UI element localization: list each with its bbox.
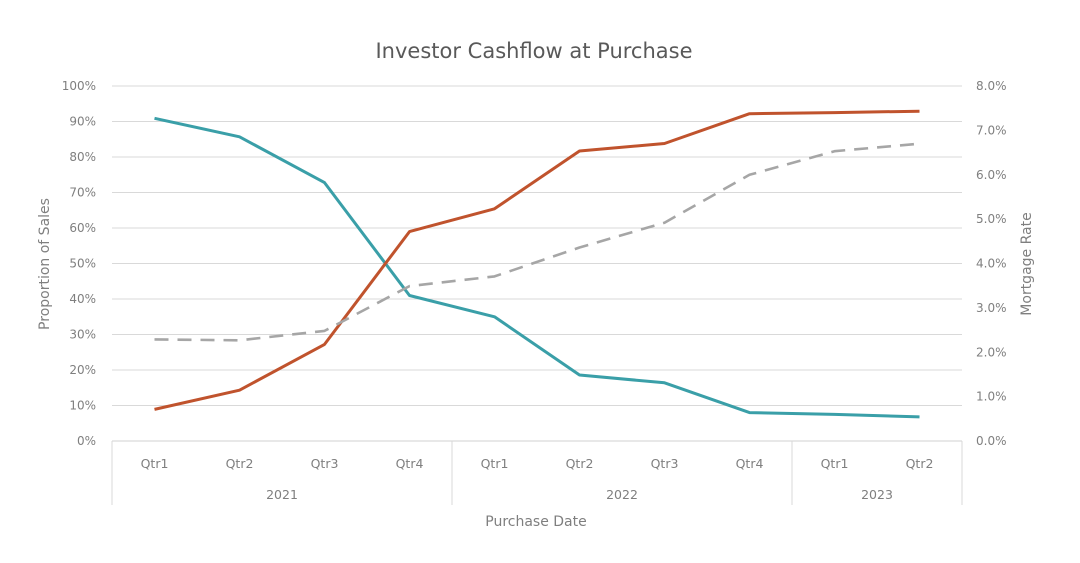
x-tick-label: Qtr1	[821, 456, 849, 471]
y2-axis-ticks: 0.0% 1.0% 2.0% 3.0% 4.0% 5.0% 6.0% 7.0% 8.0%	[976, 79, 1007, 448]
y-tick-label: 30%	[69, 328, 96, 342]
x-tick-label: Qtr2	[906, 456, 934, 471]
y-tick-label: 100%	[62, 79, 96, 93]
y2-tick-label: 8.0%	[976, 79, 1007, 93]
y2-tick-label: 0.0%	[976, 434, 1007, 448]
series-line-2	[154, 142, 920, 342]
x-tick-label: Qtr4	[736, 456, 764, 471]
x-tick-label: Qtr1	[141, 456, 169, 471]
y-tick-label: 20%	[69, 363, 96, 377]
series-lines	[154, 109, 920, 419]
y-axis-ticks: 0% 10% 20% 30% 40% 50% 60% 70% 80% 90% 100%	[62, 79, 96, 448]
x-tick-label: Qtr1	[481, 456, 509, 471]
y2-tick-label: 3.0%	[976, 301, 1007, 315]
gridlines	[112, 85, 962, 406]
x-axis: Qtr1 Qtr2 Qtr3 Qtr4 Qtr1 Qtr2 Qtr3 Qtr4 Qtr1 Qtr2…	[111, 440, 963, 505]
y2-tick-label: 5.0%	[976, 212, 1007, 226]
y-tick-label: 0%	[77, 434, 96, 448]
group-label: 2022	[606, 487, 638, 502]
x-tick-label: Qtr3	[311, 456, 339, 471]
x-axis-title: Purchase Date	[485, 514, 587, 530]
y-tick-label: 40%	[69, 292, 96, 306]
group-label: 2023	[861, 487, 893, 502]
y2-tick-label: 1.0%	[976, 390, 1007, 404]
y2-axis-title: Mortgage Rate	[1019, 212, 1035, 315]
x-tick-label: Qtr2	[566, 456, 594, 471]
y-tick-label: 60%	[69, 221, 96, 235]
y2-tick-label: 4.0%	[976, 257, 1007, 271]
y2-tick-label: 6.0%	[976, 168, 1007, 182]
y-tick-label: 90%	[69, 115, 96, 129]
x-tick-label: Qtr3	[651, 456, 679, 471]
series-line-0	[154, 116, 920, 419]
y-tick-label: 70%	[69, 186, 96, 200]
y-tick-label: 50%	[69, 257, 96, 271]
y-tick-label: 10%	[69, 399, 96, 413]
y-axis-title: Proportion of Sales	[37, 198, 53, 330]
group-label: 2021	[266, 487, 298, 502]
y2-tick-label: 2.0%	[976, 345, 1007, 359]
y-tick-label: 80%	[69, 150, 96, 164]
series-line-1	[154, 109, 920, 411]
chart-title: Investor Cashflow at Purchase	[375, 39, 692, 63]
x-tick-label: Qtr4	[396, 456, 424, 471]
x-tick-label: Qtr2	[226, 456, 254, 471]
y2-tick-label: 7.0%	[976, 123, 1007, 137]
